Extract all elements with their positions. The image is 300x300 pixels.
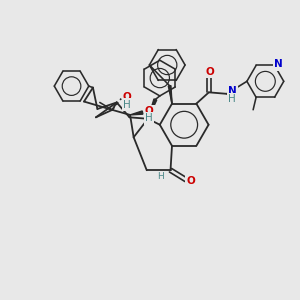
Text: O: O bbox=[123, 92, 131, 102]
Text: O: O bbox=[145, 106, 154, 116]
Text: N: N bbox=[228, 86, 236, 96]
Text: N: N bbox=[274, 59, 283, 70]
Polygon shape bbox=[130, 111, 143, 115]
Text: H: H bbox=[157, 172, 164, 181]
Text: O: O bbox=[186, 176, 195, 186]
Text: H: H bbox=[228, 94, 236, 104]
Text: H: H bbox=[123, 100, 131, 110]
Text: H: H bbox=[145, 113, 153, 124]
Polygon shape bbox=[168, 85, 172, 103]
Text: O: O bbox=[205, 67, 214, 76]
Polygon shape bbox=[148, 99, 157, 119]
